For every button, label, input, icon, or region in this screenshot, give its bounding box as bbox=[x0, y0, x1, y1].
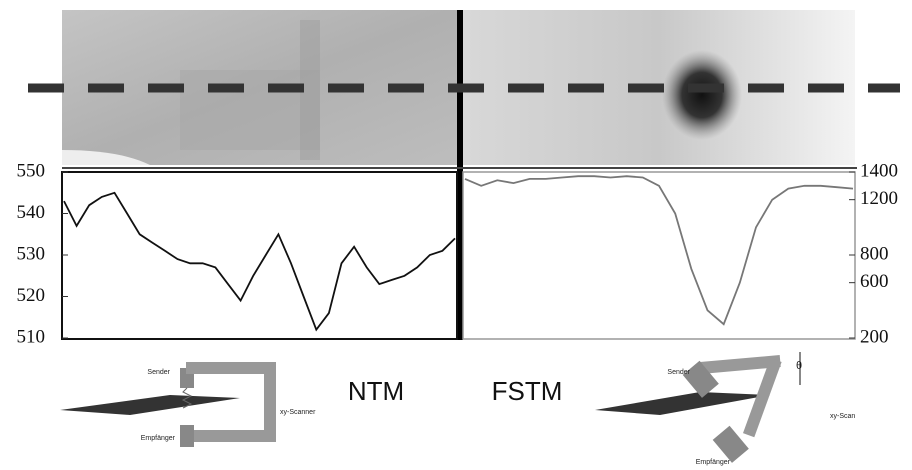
ntm-label: NTM bbox=[348, 376, 404, 406]
receiver-label: Empfänger bbox=[141, 435, 176, 442]
angle-label: θ bbox=[796, 360, 802, 372]
scan-label: xy-Scan bbox=[830, 413, 855, 420]
fstm-label: FSTM bbox=[492, 376, 563, 406]
y-tick-label: 550 bbox=[17, 160, 46, 181]
sender-label: Sender bbox=[667, 369, 690, 376]
ntm-diagram: Sender Empfänger xy-Scanner bbox=[60, 362, 316, 447]
y-tick-label: 600 bbox=[860, 271, 889, 292]
y-tick-label: 530 bbox=[17, 243, 46, 264]
y-tick-label: 800 bbox=[860, 243, 889, 264]
scan-images bbox=[28, 10, 900, 340]
y-tick-label: 510 bbox=[17, 326, 46, 347]
receiver-label: Empfänger bbox=[696, 459, 731, 466]
y-tick-label: 1200 bbox=[860, 188, 898, 209]
y-tick-label: 540 bbox=[17, 202, 46, 223]
sender-label: Sender bbox=[147, 369, 170, 376]
data-line bbox=[63, 191, 456, 332]
y-tick-label: 520 bbox=[17, 285, 46, 306]
y-tick-label: 1400 bbox=[860, 160, 898, 181]
data-line bbox=[464, 175, 854, 326]
y-tick-label: 200 bbox=[860, 326, 889, 347]
scan-label: xy-Scanner bbox=[280, 409, 316, 416]
fstm-diagram: θ Sender Empfänger xy-Scan bbox=[595, 352, 855, 466]
